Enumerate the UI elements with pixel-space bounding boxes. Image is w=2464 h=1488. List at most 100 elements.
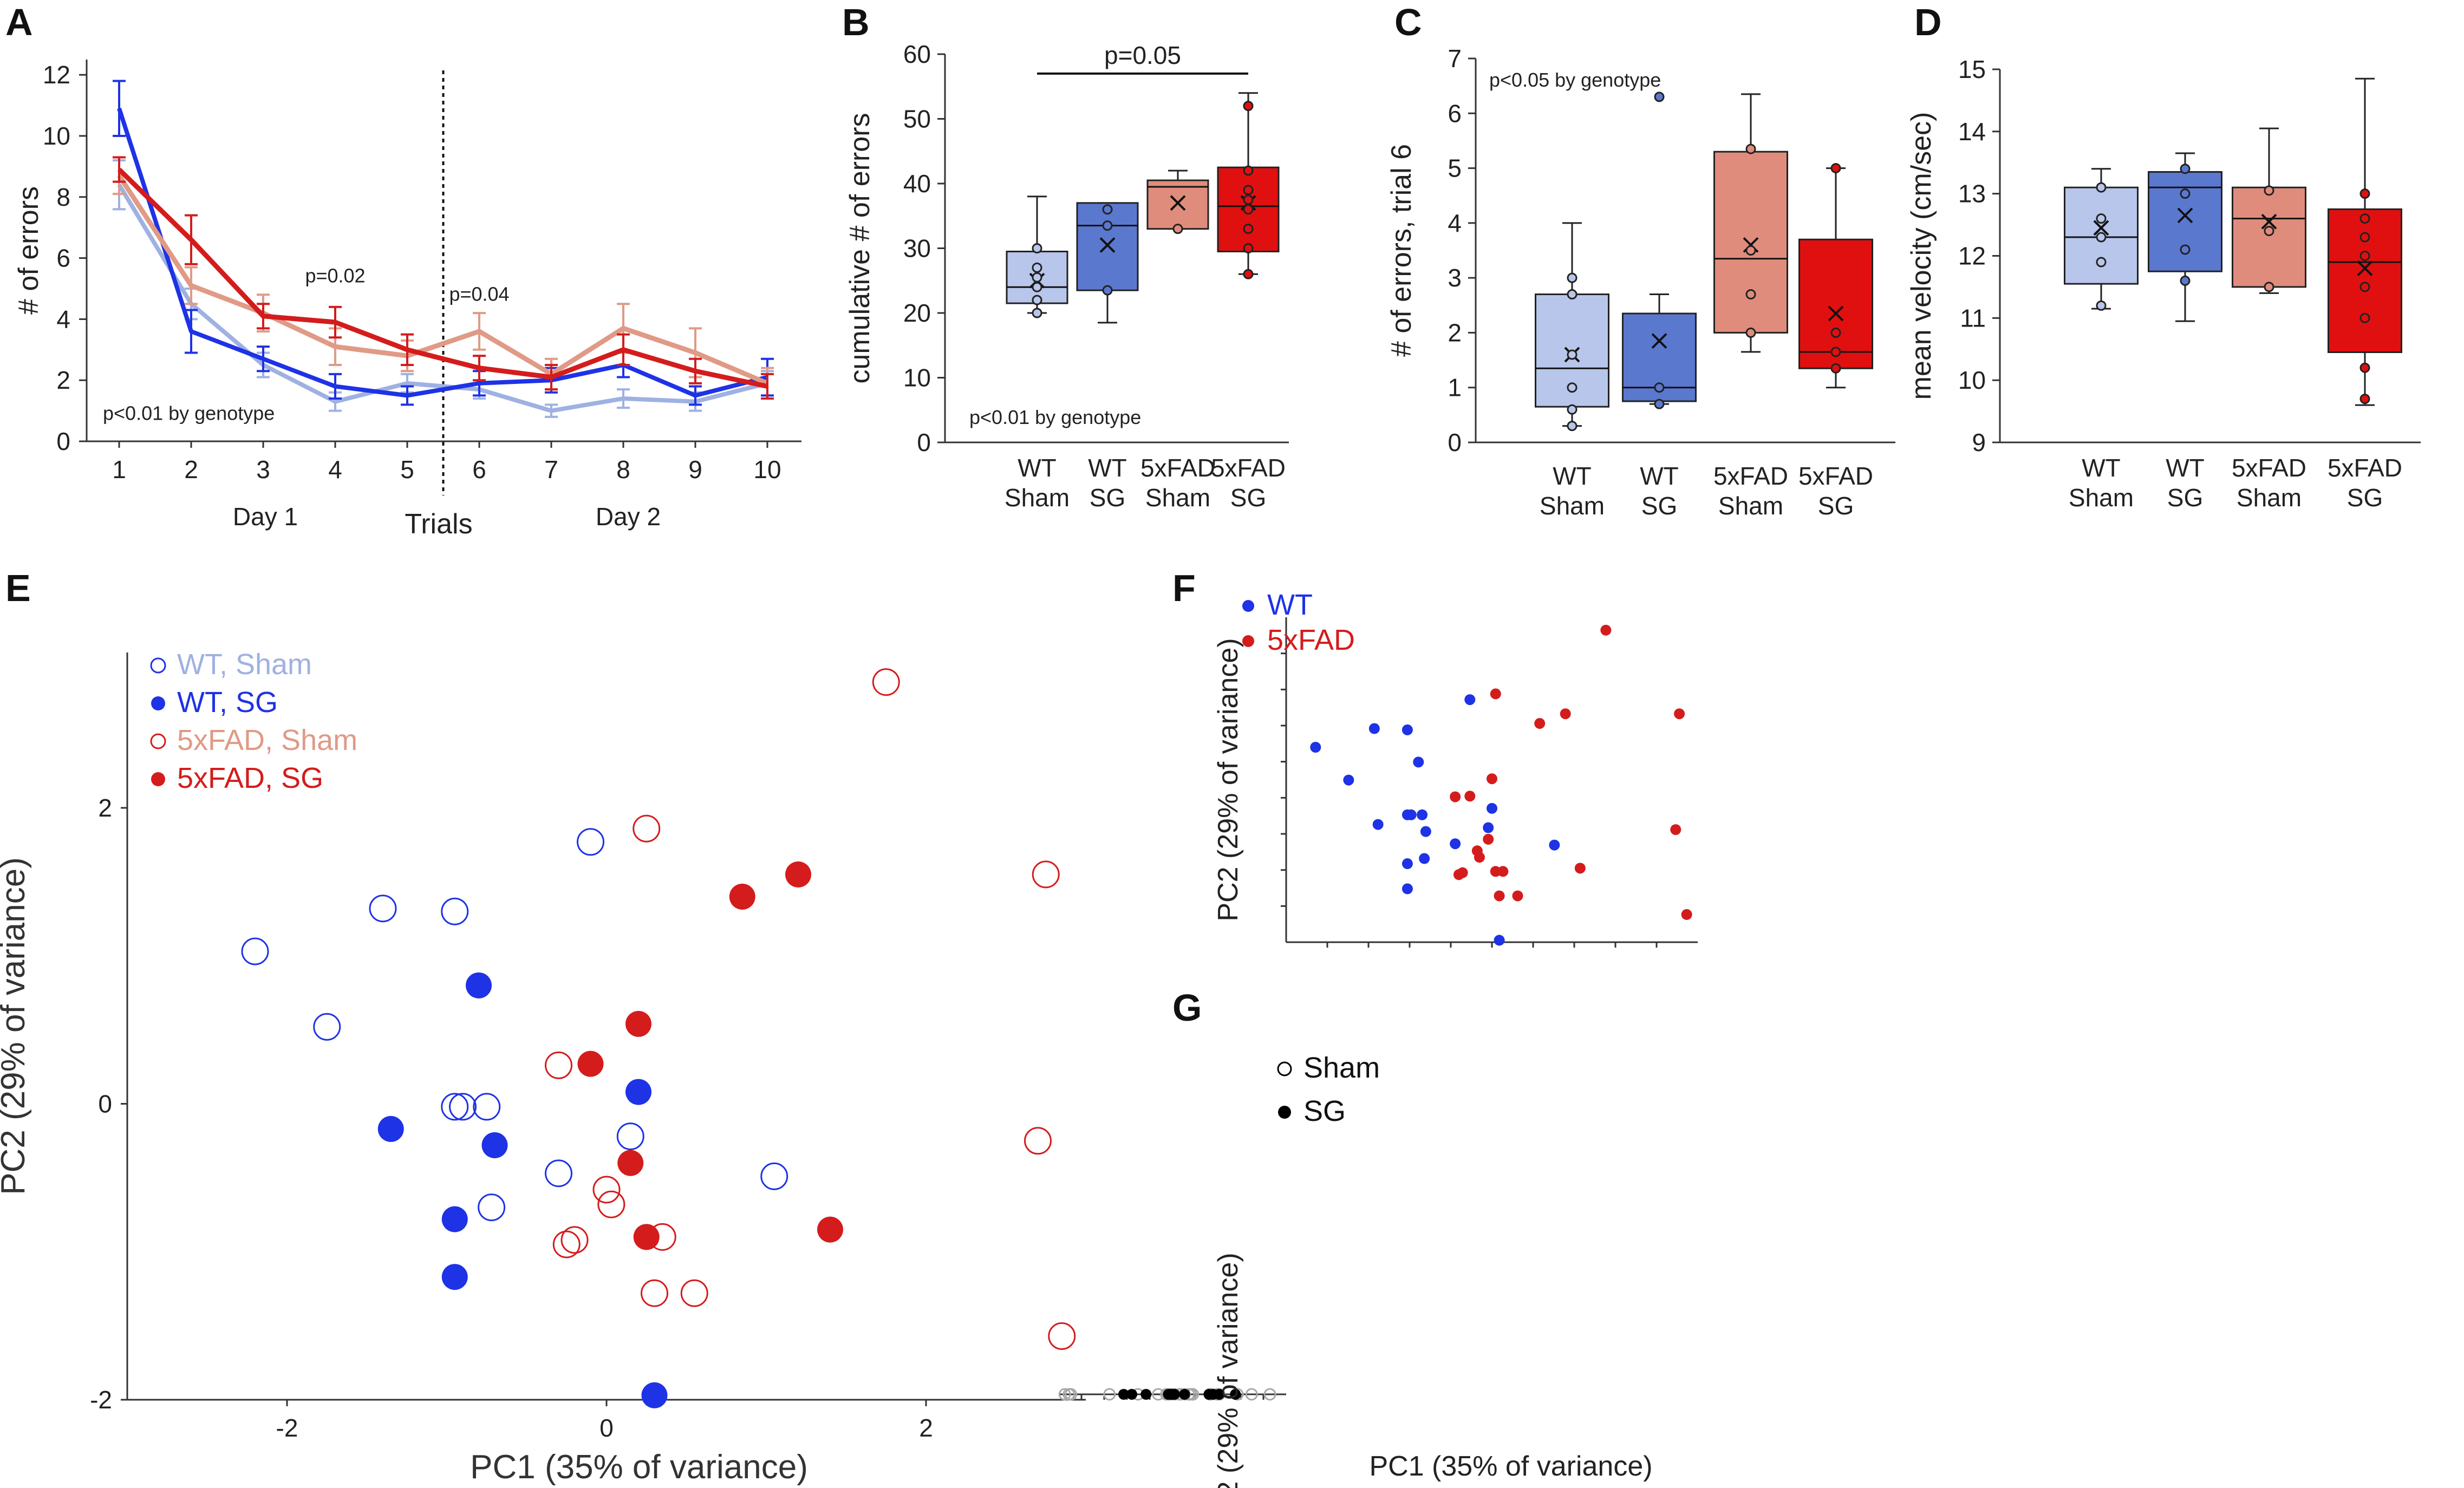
- data-point: [1102, 220, 1113, 231]
- data-point: [633, 1224, 660, 1250]
- group-label: SG: [2167, 484, 2203, 512]
- data-point: [2096, 257, 2107, 267]
- y-tick-label: 0: [98, 1089, 112, 1118]
- data-point: [560, 1226, 589, 1254]
- legend-marker: [151, 696, 165, 710]
- mean-marker: [1651, 333, 1667, 349]
- data-point: [577, 1050, 604, 1077]
- data-point: [1140, 1389, 1152, 1400]
- y-tick-label: 12: [43, 61, 70, 89]
- legend-label: 5xFAD, Sham: [177, 724, 357, 756]
- data-point: [2180, 244, 2191, 255]
- x-axis-title: PC1 (35% of variance): [1369, 1451, 1652, 1482]
- y-tick-label: 13: [1958, 180, 1986, 208]
- data-point: [1419, 853, 1430, 864]
- y-tick-label: -2: [90, 1386, 112, 1414]
- panel-letter-a: A: [5, 1, 33, 43]
- x-axis-title: PC1 (35% of variance): [470, 1448, 808, 1486]
- data-point: [441, 1206, 468, 1232]
- data-point: [1402, 724, 1413, 735]
- group-label: WT: [2082, 454, 2121, 482]
- mean-marker: [1099, 237, 1116, 253]
- series-line-5xfad-sham: [117, 174, 768, 386]
- box-3: [2328, 208, 2402, 353]
- data-point: [625, 1079, 651, 1105]
- y-tick-label: 1: [1448, 374, 1462, 402]
- data-point: [1745, 143, 1756, 154]
- x-tick-label: 6: [472, 455, 486, 484]
- series-line-5xfad-sg: [117, 167, 768, 389]
- group-label: WT: [1640, 462, 1679, 490]
- box-2: [1713, 151, 1788, 334]
- panel-letter-f: F: [1172, 567, 1196, 609]
- data-point: [1243, 269, 1254, 279]
- data-point: [1024, 1127, 1052, 1155]
- data-point: [1203, 1389, 1215, 1400]
- data-point: [1243, 194, 1254, 205]
- data-point: [1567, 272, 1578, 283]
- data-point: [1830, 347, 1841, 357]
- group-label: WT: [1018, 454, 1057, 482]
- y-tick-label: 2: [56, 366, 70, 394]
- x-tick-label: 8: [616, 455, 630, 484]
- data-point: [1490, 688, 1501, 700]
- group-label: SG: [1818, 492, 1854, 520]
- data-point: [1534, 718, 1546, 729]
- y-axis-title: # of errors: [13, 186, 44, 315]
- data-point: [2359, 232, 2370, 243]
- mean-marker: [2357, 260, 2373, 276]
- data-point: [1745, 327, 1756, 338]
- series-line-wt-sg: [117, 108, 768, 398]
- data-point: [680, 1279, 708, 1307]
- legend-label: 5xFAD, SG: [177, 762, 323, 794]
- data-point: [1405, 809, 1417, 820]
- data-point: [1243, 185, 1254, 195]
- panel-letter-e: E: [5, 567, 31, 609]
- data-point: [2180, 188, 2191, 199]
- data-point: [313, 1013, 341, 1041]
- data-point: [1032, 282, 1042, 292]
- data-point: [481, 1132, 508, 1158]
- data-point: [1032, 295, 1042, 305]
- data-point: [1567, 404, 1578, 415]
- data-point: [785, 861, 811, 887]
- data-point: [1567, 289, 1578, 300]
- data-point: [1487, 773, 1497, 785]
- data-point: [2359, 394, 2370, 404]
- data-point: [2096, 182, 2107, 193]
- data-point: [369, 895, 397, 923]
- data-point: [1490, 866, 1501, 877]
- y-tick-label: 11: [1960, 304, 1986, 332]
- legend-label: 5xFAD: [1267, 624, 1355, 656]
- data-point: [1243, 224, 1254, 234]
- data-point: [545, 1159, 572, 1187]
- data-point: [577, 828, 604, 856]
- data-point: [1567, 349, 1578, 360]
- y-axis-title: mean velocity (cm/sec): [1906, 112, 1937, 400]
- legend-marker: [150, 733, 166, 749]
- panel-e-pca-scatter: -2 0 2 -2 0 2 PC1 (35% of variance) PC2 (29% of…: [0, 648, 1086, 1486]
- data-point: [1032, 272, 1042, 283]
- legend-label: WT, Sham: [177, 648, 312, 681]
- y-tick-label: 15: [1958, 55, 1986, 83]
- data-point: [449, 1093, 477, 1121]
- data-point: [1450, 791, 1461, 802]
- group-label: SG: [1090, 484, 1125, 512]
- data-point: [1245, 1388, 1258, 1401]
- legend-marker: [1242, 635, 1254, 647]
- data-point: [1103, 1388, 1116, 1401]
- legend-label: Sham: [1303, 1052, 1380, 1084]
- y-tick-label: 10: [43, 122, 70, 150]
- x-tick-label: 10: [753, 455, 781, 484]
- legend-label: SG: [1303, 1095, 1346, 1127]
- x-tick-label: 5: [400, 455, 414, 484]
- data-point: [625, 1010, 651, 1037]
- annotation: p<0.01 by genotype: [103, 402, 275, 425]
- data-point: [760, 1162, 788, 1190]
- panel-letter-g: G: [1172, 987, 1202, 1029]
- mean-marker: [1170, 195, 1186, 211]
- annotation: p<0.01 by genotype: [969, 406, 1141, 428]
- bracket-label: p=0.05: [1104, 41, 1181, 69]
